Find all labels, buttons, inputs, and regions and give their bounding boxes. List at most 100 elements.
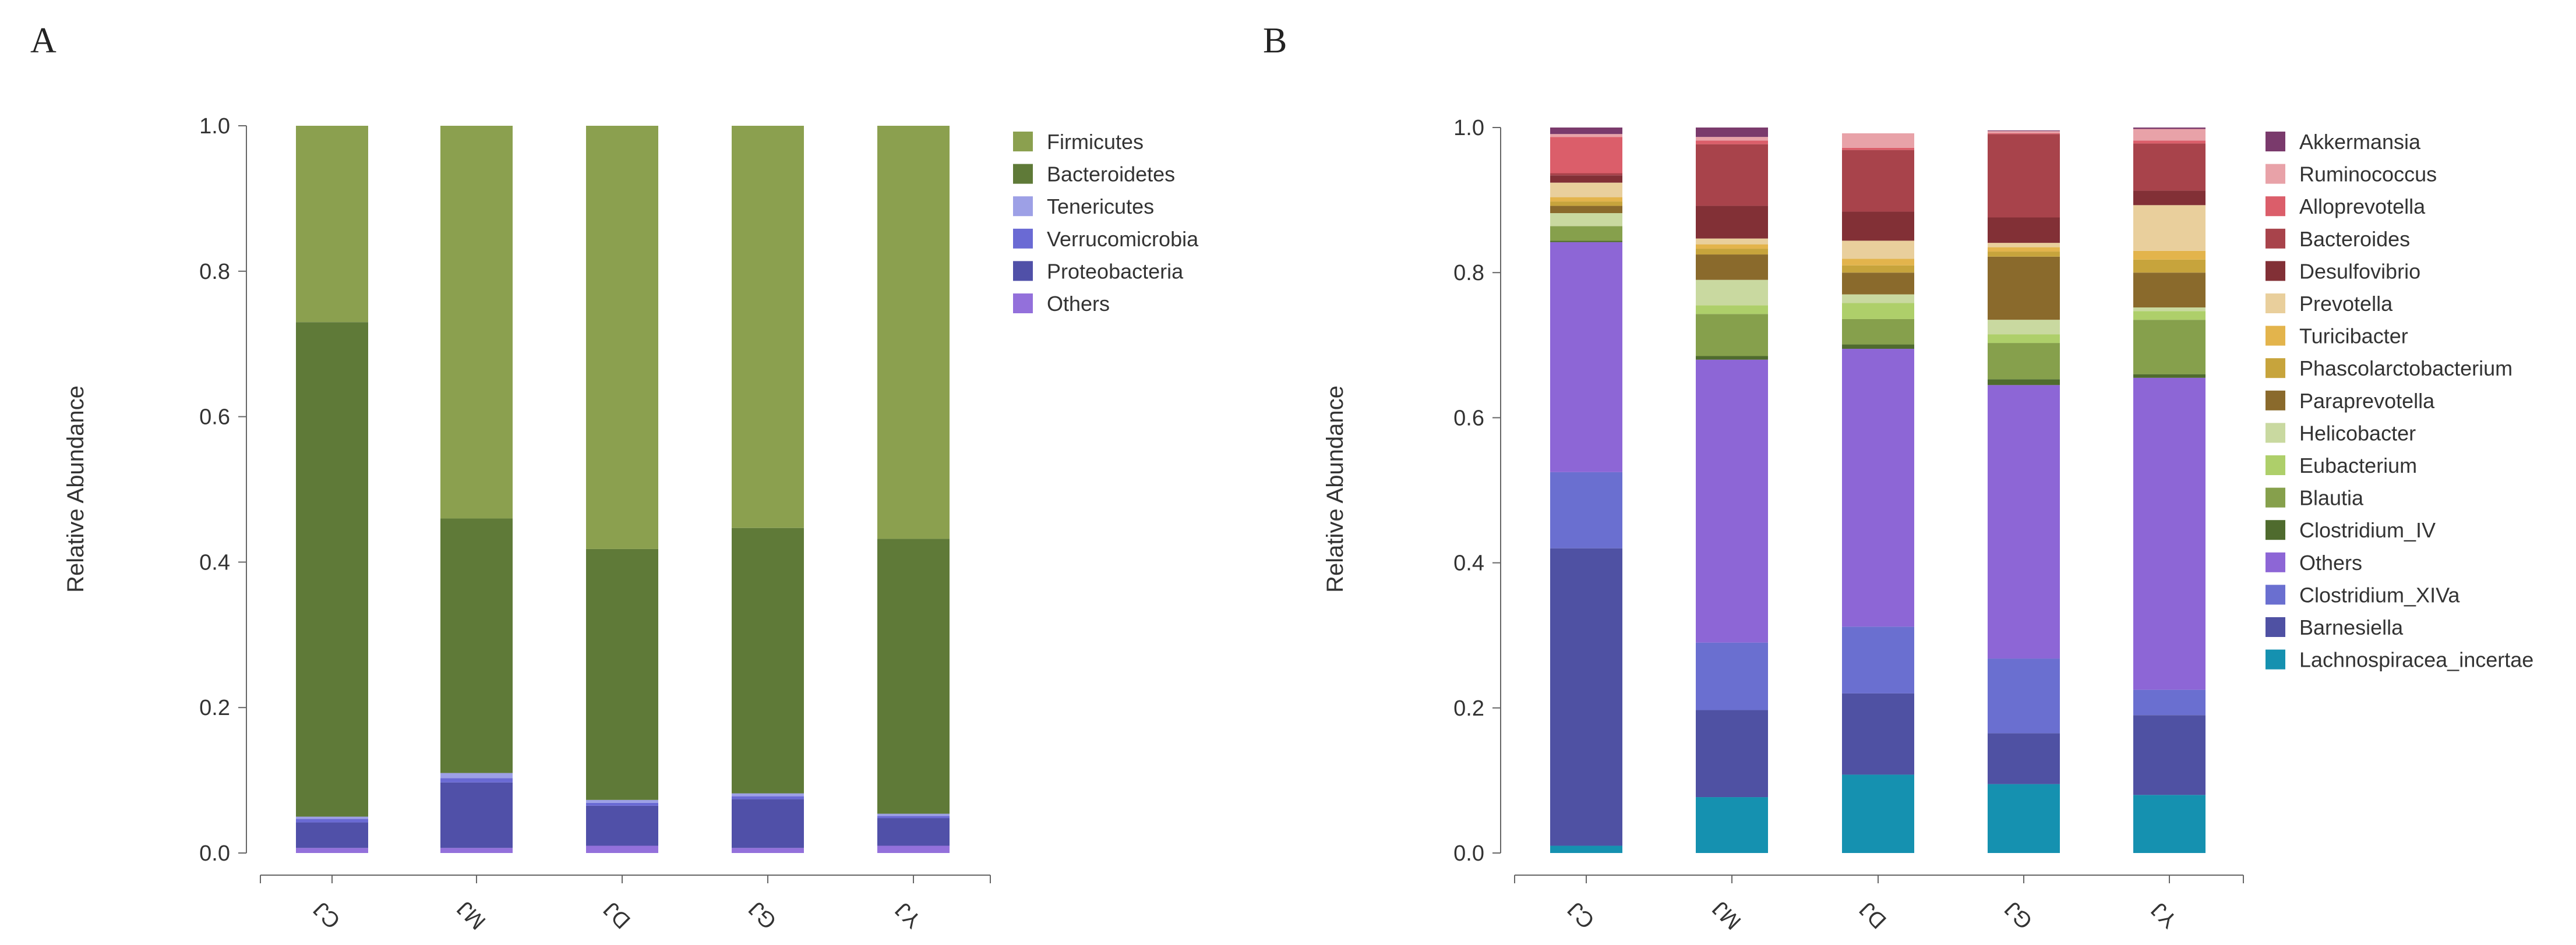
panel-b-legend-item-barnesiella: Barnesiella — [2266, 615, 2404, 639]
panel-b-segment-mj-paraprevotella — [1696, 254, 1768, 280]
panel-b-segment-cj-blautia — [1550, 226, 1622, 241]
panel-b-segment-mj-blautia — [1696, 314, 1768, 356]
panel-a-legend-label: Proteobacteria — [1047, 259, 1184, 283]
panel-b-segment-yj-eubacterium — [2133, 311, 2206, 320]
panel-b-segment-mj-eubacterium — [1696, 305, 1768, 314]
panel-b-segment-yj-barnesiella — [2133, 715, 2206, 795]
panel-b-segment-dj-others — [1842, 349, 1914, 627]
panel-b-segment-gj-others — [1988, 385, 2060, 659]
panel-b-segment-mj-prevotella — [1696, 238, 1768, 245]
panel-a-bar-cj — [296, 126, 368, 853]
panel-b-segment-dj-phascolarctobacterium — [1842, 265, 1914, 273]
panel-a-legend-label: Firmicutes — [1047, 130, 1144, 154]
panel-b-segment-dj-desulfovibrio — [1842, 211, 1914, 241]
panel-b-y-axis: 0.0 0.2 0.4 0.6 0.8 1.0 — [1453, 116, 1501, 866]
panel-a-segment-gj-verrucomicrobia — [732, 796, 804, 799]
panel-a-segment-dj-proteobacteria — [586, 805, 658, 846]
panel-b-legend-item-phascolarctobacterium: Phascolarctobacterium — [2266, 356, 2513, 380]
panel-b-segment-gj-helicobacter — [1988, 320, 2060, 335]
panel-b-legend-item-blautia: Blautia — [2266, 486, 2364, 510]
panel-b-segment-yj-ruminococcus — [2133, 129, 2206, 141]
panel-b-legend-label: Clostridium_IV — [2299, 518, 2436, 542]
panel-a-letter: A — [30, 21, 57, 61]
panel-b-legend-swatch — [2266, 390, 2285, 410]
panel-a-legend-swatch — [1013, 164, 1033, 184]
panel-a-segment-cj-tenericutes — [296, 816, 368, 819]
panel-b-segment-yj-clostridium-iv — [2133, 374, 2206, 378]
panel-b-segment-cj-akkermansia — [1550, 128, 1622, 135]
panel-b-y-tick-label: 0.6 — [1453, 406, 1484, 430]
panel-b-legend-label: Prevotella — [2299, 292, 2393, 316]
panel-b-y-tick-label: 0.2 — [1453, 696, 1484, 721]
panel-b-y-tick-label: 0.0 — [1453, 841, 1484, 866]
panel-b-segment-cj-turicibacter — [1550, 197, 1622, 202]
panel-a-legend-item-bacteroidetes: Bacteroidetes — [1013, 162, 1175, 186]
panel-b-segment-mj-lachnospiracea-incertae — [1696, 797, 1768, 853]
panel-b-segment-mj-turicibacter — [1696, 244, 1768, 249]
panel-b-segment-yj-turicibacter — [2133, 250, 2206, 260]
panel-a-legend: Firmicutes Bacteroidetes Tenericutes Verruc… — [1013, 130, 1199, 316]
panel-a-y-tick-label: 1.0 — [199, 114, 230, 139]
panel-b-segment-mj-barnesiella — [1696, 710, 1768, 798]
panel-b-segment-mj-desulfovibrio — [1696, 206, 1768, 239]
panel-b-legend-label: Alloprevotella — [2299, 194, 2426, 218]
panel-a-segment-dj-others — [586, 845, 658, 853]
panel-a-segment-gj-proteobacteria — [732, 799, 804, 848]
panel-b-legend-item-others: Others — [2266, 551, 2362, 575]
panel-b-legend-label: Clostridium_XIVa — [2299, 583, 2460, 607]
panel-b-segment-cj-desulfovibrio — [1550, 175, 1622, 183]
panel-b-legend-item-alloprevotella: Alloprevotella — [2266, 194, 2426, 218]
panel-b-segment-gj-desulfovibrio — [1988, 217, 2060, 243]
panel-b-segment-gj-barnesiella — [1988, 733, 2060, 784]
panel-a-y-tick-label: 0.6 — [199, 405, 230, 430]
panel-b-segment-dj-barnesiella — [1842, 693, 1914, 775]
panel-b-segment-gj-akkermansia — [1988, 130, 2060, 132]
panel-b-bar-dj — [1842, 133, 1914, 853]
panel-b-segment-mj-bacteroides — [1696, 144, 1768, 206]
panel-a-legend-item-firmicutes: Firmicutes — [1013, 130, 1144, 154]
panel-b-legend-item-helicobacter: Helicobacter — [2266, 421, 2416, 445]
panel-b-segment-cj-clostridium-iv — [1550, 240, 1622, 242]
panel-b-legend-swatch — [2266, 325, 2285, 346]
panel-b-y-axis-label: Relative Abundance — [1322, 385, 1348, 593]
panel-b-segment-yj-phascolarctobacterium — [2133, 259, 2206, 273]
panel-b-segment-dj-helicobacter — [1842, 294, 1914, 303]
panel-b-segment-mj-alloprevotella — [1696, 140, 1768, 144]
panel-b-segment-dj-turicibacter — [1842, 259, 1914, 266]
panel-a-legend-swatch — [1013, 132, 1033, 151]
panel-b-segment-dj-clostridium-iv — [1842, 344, 1914, 349]
panel-b-legend-swatch — [2266, 196, 2285, 217]
panel-a-bar-dj — [586, 126, 658, 853]
panel-b-segment-gj-turicibacter — [1988, 247, 2060, 252]
panel-b-segment-cj-others — [1550, 242, 1622, 472]
panel-b-segment-yj-desulfovibrio — [2133, 190, 2206, 206]
panel-b-segment-cj-alloprevotella — [1550, 137, 1622, 174]
panel-b-segment-dj-paraprevotella — [1842, 272, 1914, 295]
panel-a-segment-yj-verrucomicrobia — [877, 816, 950, 819]
panel-b-segment-gj-eubacterium — [1988, 334, 2060, 344]
panel-a-segment-dj-verrucomicrobia — [586, 802, 658, 806]
panel-b-legend-item-eubacterium: Eubacterium — [2266, 454, 2417, 477]
panel-b-segment-dj-lachnospiracea-incertae — [1842, 774, 1914, 853]
panel-b-legend-item-clostridium-iv: Clostridium_IV — [2266, 518, 2436, 542]
panel-b-segment-gj-phascolarctobacterium — [1988, 252, 2060, 257]
panel-b-segment-dj-clostridium-xiva — [1842, 627, 1914, 693]
panel-b-legend-item-clostridium-xiva: Clostridium_XIVa — [2266, 583, 2460, 607]
panel-b-legend-label: Akkermansia — [2299, 130, 2421, 154]
panel-a-segment-mj-verrucomicrobia — [440, 778, 513, 783]
panel-b-legend-swatch — [2266, 132, 2285, 151]
panel-b-segment-mj-akkermansia — [1696, 128, 1768, 137]
panel-a-segment-gj-firmicutes — [732, 126, 804, 528]
panel-b-segment-cj-barnesiella — [1550, 548, 1622, 846]
panel-b-segment-yj-helicobacter — [2133, 307, 2206, 312]
panel-a-legend-swatch — [1013, 196, 1033, 217]
panel-b-legend-label: Eubacterium — [2299, 454, 2417, 477]
panel-a-segment-yj-bacteroidetes — [877, 539, 950, 814]
panel-a-segment-yj-others — [877, 845, 950, 853]
panel-b-segment-yj-akkermansia — [2133, 128, 2206, 129]
panel-b-segment-yj-clostridium-xiva — [2133, 689, 2206, 716]
panel-b-segment-cj-clostridium-xiva — [1550, 472, 1622, 548]
panel-a-segment-yj-proteobacteria — [877, 818, 950, 846]
panel-b-legend-swatch — [2266, 649, 2285, 670]
panel-b-bar-cj — [1550, 128, 1622, 853]
